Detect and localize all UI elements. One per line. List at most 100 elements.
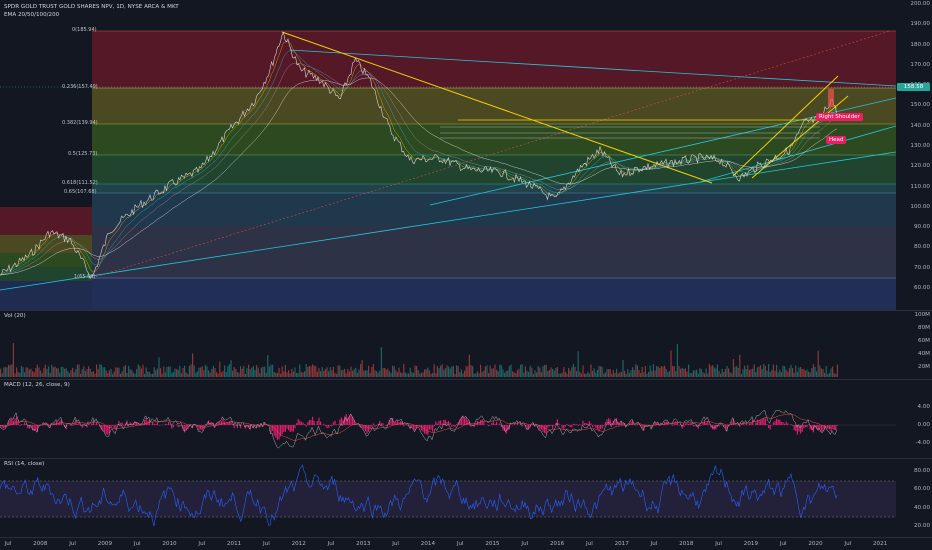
volume-bar	[43, 368, 45, 377]
volume-title[interactable]: Vol (20)	[4, 313, 26, 319]
volume-bar	[670, 350, 672, 377]
macd-hist-bar	[451, 425, 453, 427]
volume-bar	[785, 369, 787, 377]
volume-bar	[318, 368, 320, 377]
macd-hist-bar	[427, 425, 429, 435]
volume-bar	[288, 370, 290, 377]
macd-hist-bar	[300, 421, 302, 425]
volume-pane[interactable]: Vol (20)	[0, 311, 896, 379]
macd-hist-bar	[688, 424, 690, 425]
volume-bar	[300, 372, 302, 377]
symbol-title[interactable]: SPDR GOLD TRUST GOLD SHARES NPV, 1D, NYS…	[4, 4, 179, 10]
volume-bar	[464, 370, 466, 377]
volume-bar	[584, 373, 586, 377]
volume-tick: 20M	[918, 364, 930, 370]
volume-bar	[368, 365, 370, 377]
volume-bar	[190, 364, 192, 377]
macd-hist-bar	[283, 425, 285, 433]
volume-bar	[230, 360, 232, 377]
volume-bar	[328, 371, 330, 377]
volume-bar	[774, 370, 776, 377]
pane-separator	[0, 310, 932, 311]
volume-bar	[94, 373, 96, 377]
volume-bar	[224, 365, 226, 377]
right-shoulder-label[interactable]: Right Shoulder	[816, 113, 863, 121]
price-tick: 190.00	[910, 21, 930, 28]
indicator-ema[interactable]: EMA 20/50/100/200	[4, 12, 60, 18]
macd-hist-bar	[416, 425, 418, 429]
volume-bar	[472, 366, 474, 377]
macd-hist-bar	[203, 425, 205, 429]
price-chart-canvas[interactable]	[0, 0, 896, 310]
macd-pane[interactable]: MACD (12, 26, close, 9)	[0, 380, 896, 458]
volume-bar	[684, 368, 686, 377]
volume-bar	[816, 371, 818, 377]
macd-hist-bar	[731, 421, 733, 425]
volume-bar	[460, 369, 462, 377]
volume-bar	[419, 373, 421, 377]
price-axis[interactable]: 200.00190.00180.00170.00160.00150.00140.…	[896, 0, 932, 310]
volume-bar	[790, 365, 792, 377]
macd-hist-bar	[196, 425, 198, 427]
macd-hist-bar	[19, 425, 21, 426]
macd-hist-bar	[180, 425, 182, 426]
macd-hist-bar	[520, 423, 522, 425]
price-pane[interactable]: 0(185.94) 0.236(157.49) 0.382(139.94) 0.…	[0, 0, 896, 310]
volume-bar	[209, 372, 211, 377]
time-axis-label: 2018	[679, 541, 694, 547]
volume-bar	[422, 372, 424, 377]
volume-bar	[502, 369, 504, 377]
macd-hist-bar	[312, 416, 314, 425]
small-fib-zone-5	[0, 281, 92, 310]
volume-bar	[307, 367, 309, 377]
macd-hist-bar	[353, 420, 355, 425]
macd-hist-bar	[750, 422, 752, 425]
volume-bar	[334, 372, 336, 377]
volume-bar	[227, 366, 229, 377]
fib-label-065: 0.65(107.68)	[64, 189, 97, 195]
volume-bar	[780, 372, 782, 377]
head-label[interactable]: Head	[826, 136, 847, 144]
macd-hist-bar	[304, 424, 306, 425]
macd-hist-bar	[782, 422, 784, 425]
macd-hist-bar	[796, 425, 798, 435]
volume-bar	[52, 367, 54, 377]
volume-bar	[564, 371, 566, 377]
volume-bar	[440, 365, 442, 377]
macd-hist-bar	[710, 425, 712, 428]
volume-bar	[40, 370, 42, 377]
macd-hist-bar	[475, 423, 477, 425]
volume-bar	[737, 367, 739, 377]
macd-hist-bar	[281, 425, 283, 434]
macd-axis[interactable]: 4.00 0.00 -4.00	[896, 380, 932, 458]
rsi-axis[interactable]: 80.00 60.00 40.00 20.00	[896, 459, 932, 537]
volume-bar	[627, 369, 629, 377]
macd-hist-bar	[329, 425, 331, 426]
volume-bar	[260, 367, 262, 377]
macd-hist-bar	[24, 422, 26, 425]
macd-hist-bar	[337, 424, 339, 425]
time-axis-label: Jul	[586, 541, 593, 547]
macd-title[interactable]: MACD (12, 26, close, 9)	[4, 382, 70, 388]
volume-bar	[148, 371, 150, 377]
time-axis-label: 2013	[356, 541, 371, 547]
macd-hist-bar	[641, 425, 643, 429]
volume-axis[interactable]: 100M 80M 60M 40M 20M	[896, 311, 932, 379]
volume-bar	[430, 373, 432, 377]
macd-hist-bar	[428, 425, 430, 430]
volume-bar	[54, 366, 56, 377]
volume-bar	[713, 367, 715, 377]
volume-bar	[187, 373, 189, 377]
macd-hist-bar	[352, 416, 354, 425]
time-axis[interactable]: Jul 2008 Jul 2009 Jul 2010 Jul 2011 Jul 2012 Jul 20…	[0, 537, 896, 550]
volume-bar	[337, 365, 339, 377]
macd-hist-bar	[420, 425, 422, 431]
volume-bar	[280, 373, 282, 377]
rsi-pane[interactable]: RSI (14, close)	[0, 459, 896, 537]
volume-bar	[731, 373, 733, 377]
macd-hist-bar	[83, 425, 85, 427]
macd-hist-bar	[590, 423, 592, 425]
macd-hist-bar	[766, 424, 768, 425]
macd-hist-bar	[369, 425, 371, 429]
rsi-title[interactable]: RSI (14, close)	[4, 461, 45, 467]
